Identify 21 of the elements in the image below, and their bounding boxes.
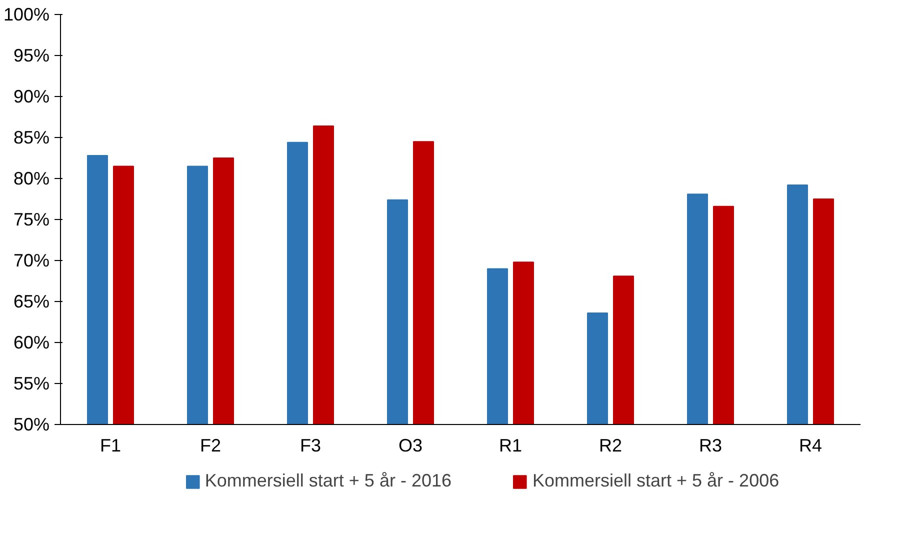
y-tick-label: 50% [13,414,50,434]
y-tick-label: 85% [13,128,50,148]
y-tick-label: 70% [13,250,50,270]
y-tick-label: 65% [13,292,50,312]
y-tick-label: 95% [13,46,50,66]
y-tick-label: 55% [13,374,50,394]
legend-label: Kommersiell start + 5 år - 2016 [204,470,452,492]
x-tick-label: F3 [300,436,322,456]
x-tick-label: R4 [798,436,822,456]
x-tick-label: F2 [200,436,222,456]
legend-label: Kommersiell start + 5 år - 2006 [532,470,780,492]
y-tick-label: 60% [13,332,50,352]
y-tick-label: 90% [13,86,50,106]
y-tick-label: 75% [13,210,50,230]
x-tick-label: R2 [598,436,622,456]
x-tick-label: R1 [498,436,522,456]
y-tick-label: 80% [13,168,50,188]
x-tick-label: R3 [698,436,722,456]
x-tick-label: F1 [100,436,122,456]
x-tick-label: O3 [398,436,423,456]
y-tick-label: 100% [3,4,50,24]
